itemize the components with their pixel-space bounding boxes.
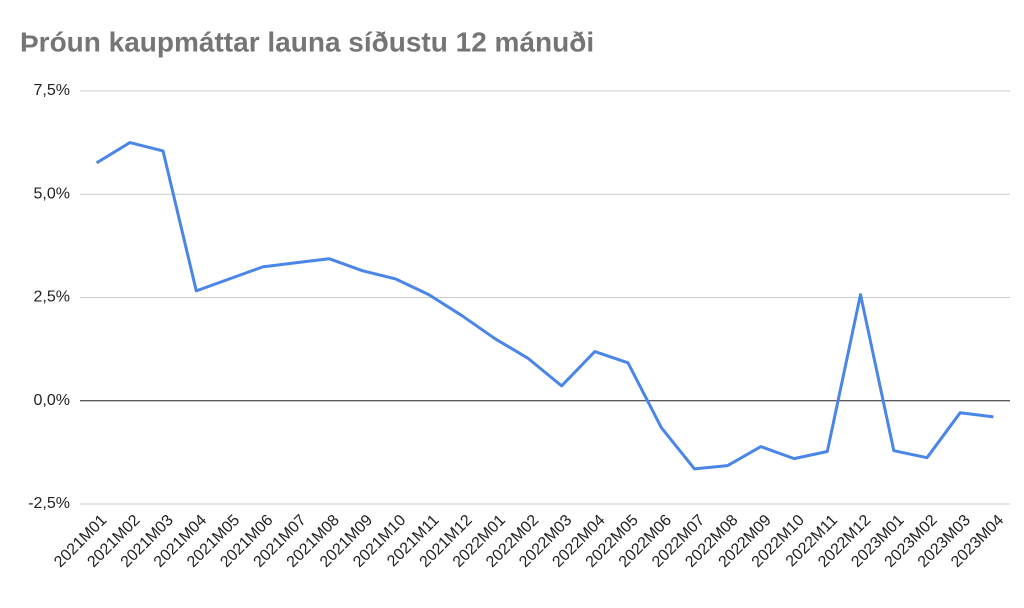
y-tick-label: 7,5% (34, 82, 70, 99)
y-tick-label: 5,0% (34, 185, 70, 202)
chart-title: Þróun kaupmáttar launa síðustu 12 mánuði (20, 26, 594, 57)
y-tick-label: 0,0% (34, 392, 70, 409)
y-tick-label: -2,5% (28, 495, 70, 512)
line (95, 141, 994, 471)
y-tick-label: 2,5% (34, 289, 70, 306)
